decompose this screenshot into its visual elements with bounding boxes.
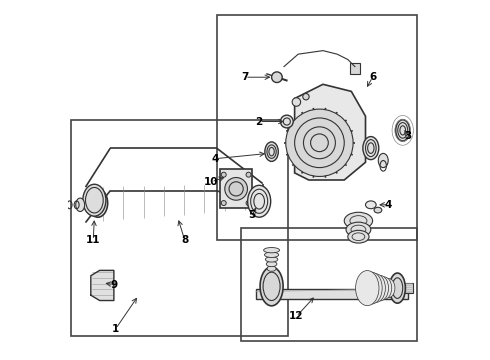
Circle shape [225, 177, 247, 200]
Ellipse shape [366, 274, 385, 302]
Ellipse shape [366, 201, 376, 209]
Bar [242, 228, 417, 341]
Ellipse shape [247, 185, 270, 217]
Circle shape [303, 94, 309, 100]
Bar [256, 289, 408, 300]
Ellipse shape [344, 212, 372, 229]
Ellipse shape [361, 272, 382, 304]
Ellipse shape [382, 279, 395, 298]
Ellipse shape [395, 120, 410, 141]
Circle shape [221, 172, 226, 177]
Bar [403, 283, 414, 293]
Bar [220, 169, 252, 208]
Ellipse shape [356, 271, 379, 306]
Ellipse shape [265, 142, 278, 161]
Ellipse shape [363, 136, 379, 159]
Text: 3: 3 [404, 131, 412, 141]
Text: 1: 1 [112, 324, 119, 334]
Ellipse shape [266, 257, 278, 262]
Ellipse shape [266, 261, 277, 267]
Ellipse shape [377, 277, 392, 299]
Bar [217, 15, 417, 240]
Ellipse shape [348, 230, 369, 243]
Ellipse shape [260, 267, 283, 306]
Polygon shape [294, 84, 366, 180]
Ellipse shape [374, 207, 382, 213]
Ellipse shape [378, 153, 388, 168]
Text: 8: 8 [181, 235, 188, 245]
Text: 9: 9 [110, 280, 118, 289]
Circle shape [271, 72, 282, 82]
Ellipse shape [76, 198, 85, 212]
Ellipse shape [88, 189, 108, 217]
Text: 11: 11 [86, 235, 100, 245]
Text: 10: 10 [204, 177, 219, 187]
Text: 12: 12 [289, 311, 304, 321]
Ellipse shape [267, 266, 276, 271]
Circle shape [221, 201, 226, 206]
Ellipse shape [83, 184, 106, 216]
Text: 4: 4 [211, 154, 219, 164]
Ellipse shape [390, 273, 405, 303]
Circle shape [286, 109, 353, 176]
Circle shape [280, 115, 293, 128]
Text: 4: 4 [385, 200, 392, 210]
Text: 2: 2 [256, 117, 263, 126]
Bar [349, 63, 360, 74]
Ellipse shape [265, 252, 279, 257]
Bar [72, 120, 288, 336]
Polygon shape [91, 270, 114, 301]
Text: 5: 5 [248, 211, 256, 220]
Text: 7: 7 [241, 72, 249, 82]
Ellipse shape [346, 222, 371, 237]
Ellipse shape [371, 275, 389, 301]
Circle shape [292, 98, 301, 106]
Circle shape [246, 172, 251, 177]
Circle shape [246, 201, 251, 206]
Text: 6: 6 [369, 72, 376, 82]
Ellipse shape [264, 248, 280, 253]
